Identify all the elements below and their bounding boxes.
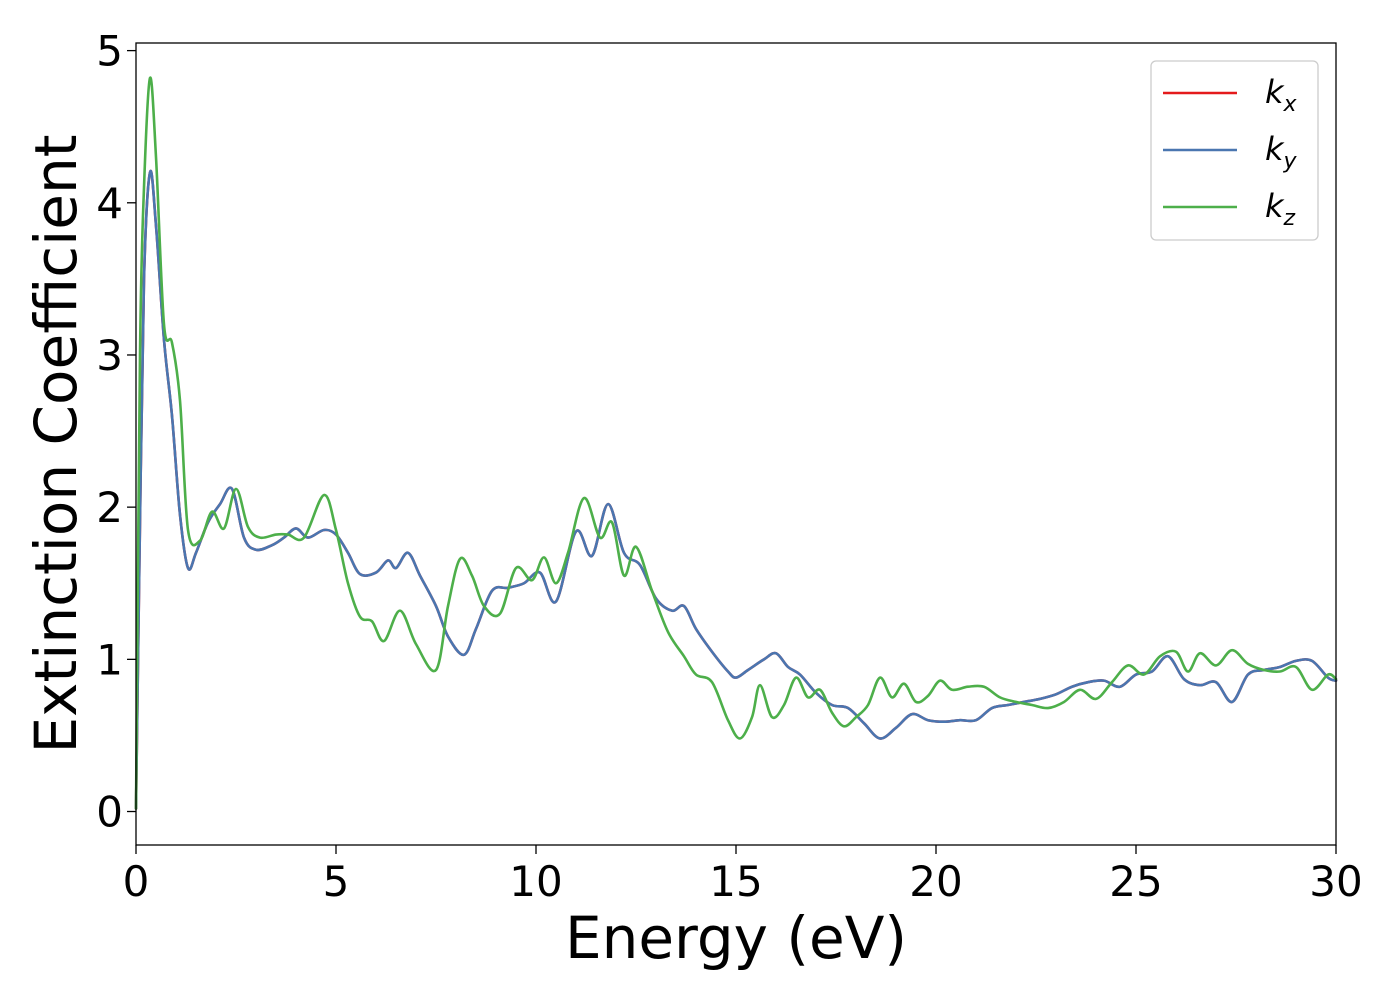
y-axis-title: Extinction Coefficient [22, 135, 90, 754]
x-tick-label: 15 [709, 857, 762, 906]
series-layer [134, 76, 1338, 810]
x-tick-label: 10 [509, 857, 562, 906]
x-tick-label: 25 [1109, 857, 1162, 906]
y-tick-label: 5 [96, 27, 123, 76]
x-tick-label: 20 [909, 857, 962, 906]
y-axis: 0 1 2 3 4 5 [96, 27, 136, 837]
series-line-kz [134, 76, 1338, 810]
plot-area-background [136, 43, 1336, 845]
x-axis-title: Energy (eV) [565, 904, 907, 972]
y-tick-label: 2 [96, 483, 123, 532]
y-tick-label: 1 [96, 635, 123, 684]
x-tick-label: 0 [123, 857, 150, 906]
x-tick-label: 5 [323, 857, 350, 906]
x-tick-label: 30 [1309, 857, 1362, 906]
y-tick-label: 3 [96, 331, 123, 380]
x-axis: 0 5 10 15 20 25 30 [123, 845, 1363, 906]
y-tick-label: 4 [96, 179, 123, 228]
y-tick-label: 0 [96, 788, 123, 837]
